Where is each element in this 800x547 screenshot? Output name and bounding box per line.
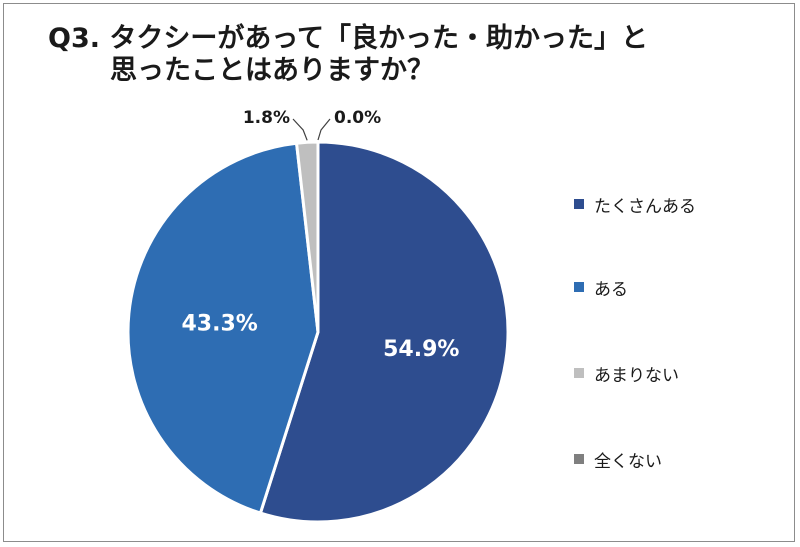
pie-slice-aru [126, 141, 320, 515]
legend-item-aru: ある [574, 276, 628, 300]
legend-item-takusan-aru: たくさんある [574, 193, 696, 217]
legend-item-amari-nai: あまりない [574, 362, 679, 386]
leader-line-mattaku-nai [317, 118, 331, 141]
data-label-amari-nai: 1.8% [243, 108, 290, 128]
data-label-mattaku-nai: 0.0% [334, 108, 381, 128]
chart-title-line-1: Q3. タクシーがあって「良かった・助かった」と [48, 23, 649, 54]
pie-slices [126, 140, 510, 524]
leader-line-amari-nai [292, 118, 308, 141]
pie-slice-amari-nai [294, 140, 320, 333]
legend-swatch-aru [574, 282, 584, 292]
legend-label-takusan-aru: たくさんある [594, 196, 696, 217]
legend-label-amari-nai: あまりない [594, 365, 679, 386]
pie-slice-takusan-aru [258, 140, 510, 524]
legend-swatch-mattaku-nai [574, 454, 584, 464]
leader-lines [292, 118, 331, 141]
legend-item-mattaku-nai: 全くない [574, 448, 662, 472]
chart-title-line-2: 思ったことはありますか？ [110, 55, 434, 86]
data-label-aru: 43.3% [182, 311, 258, 336]
legend-swatch-takusan-aru [574, 199, 584, 209]
legend-label-mattaku-nai: 全くない [594, 451, 662, 472]
data-label-takusan-aru: 54.9% [383, 337, 459, 362]
legend-swatch-amari-nai [574, 368, 584, 378]
legend-label-aru: ある [594, 279, 628, 300]
data-labels: 54.9% 43.3% 1.8% 0.0% [182, 108, 460, 362]
